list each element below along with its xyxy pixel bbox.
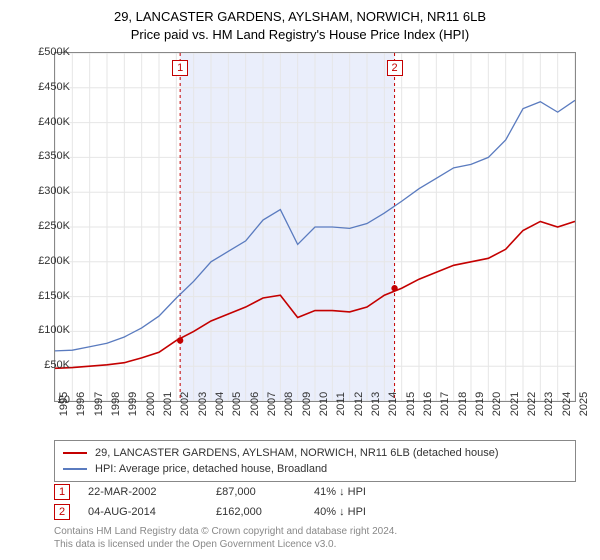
event-marker-2: 2 bbox=[54, 504, 70, 520]
event-price-2: £162,000 bbox=[216, 506, 296, 518]
x-tick-label: 2008 bbox=[283, 392, 295, 416]
y-tick-label: £250K bbox=[38, 220, 70, 232]
x-tick-label: 2003 bbox=[197, 392, 209, 416]
event-diff-1: 41% ↓ HPI bbox=[314, 486, 394, 498]
event-row-2: 2 04-AUG-2014 £162,000 40% ↓ HPI bbox=[54, 502, 576, 522]
y-tick-label: £50K bbox=[44, 359, 70, 371]
x-tick-label: 2022 bbox=[526, 392, 538, 416]
event-date-1: 22-MAR-2002 bbox=[88, 486, 198, 498]
x-tick-label: 1995 bbox=[58, 392, 70, 416]
event-table: 1 22-MAR-2002 £87,000 41% ↓ HPI 2 04-AUG… bbox=[54, 482, 576, 522]
x-tick-label: 1999 bbox=[127, 392, 139, 416]
x-tick-label: 2001 bbox=[162, 392, 174, 416]
x-tick-label: 2015 bbox=[405, 392, 417, 416]
legend-swatch-hpi bbox=[63, 468, 87, 470]
y-tick-label: £500K bbox=[38, 46, 70, 58]
x-tick-label: 2014 bbox=[387, 392, 399, 416]
x-tick-label: 2004 bbox=[214, 392, 226, 416]
legend-row-property: 29, LANCASTER GARDENS, AYLSHAM, NORWICH,… bbox=[63, 445, 567, 461]
x-tick-label: 2018 bbox=[457, 392, 469, 416]
x-tick-label: 2016 bbox=[422, 392, 434, 416]
x-tick-label: 2020 bbox=[491, 392, 503, 416]
legend-row-hpi: HPI: Average price, detached house, Broa… bbox=[63, 461, 567, 477]
x-tick-label: 2025 bbox=[578, 392, 590, 416]
x-tick-label: 2009 bbox=[301, 392, 313, 416]
y-tick-label: £150K bbox=[38, 290, 70, 302]
footer-line1: Contains HM Land Registry data © Crown c… bbox=[54, 526, 576, 539]
event-marker-1: 1 bbox=[54, 484, 70, 500]
title-address: 29, LANCASTER GARDENS, AYLSHAM, NORWICH,… bbox=[0, 8, 600, 26]
x-tick-label: 2012 bbox=[353, 392, 365, 416]
x-tick-label: 2006 bbox=[249, 392, 261, 416]
chart-container: 29, LANCASTER GARDENS, AYLSHAM, NORWICH,… bbox=[0, 0, 600, 560]
x-tick-label: 2007 bbox=[266, 392, 278, 416]
x-tick-label: 2023 bbox=[543, 392, 555, 416]
y-tick-label: £450K bbox=[38, 81, 70, 93]
x-tick-label: 1998 bbox=[110, 392, 122, 416]
x-tick-label: 2000 bbox=[145, 392, 157, 416]
event-diff-2: 40% ↓ HPI bbox=[314, 506, 394, 518]
x-tick-label: 2010 bbox=[318, 392, 330, 416]
legend-label-property: 29, LANCASTER GARDENS, AYLSHAM, NORWICH,… bbox=[95, 447, 498, 459]
x-tick-label: 2013 bbox=[370, 392, 382, 416]
y-tick-label: £350K bbox=[38, 150, 70, 162]
event-date-2: 04-AUG-2014 bbox=[88, 506, 198, 518]
x-tick-label: 2024 bbox=[561, 392, 573, 416]
y-tick-label: £200K bbox=[38, 255, 70, 267]
x-tick-label: 2021 bbox=[509, 392, 521, 416]
x-tick-label: 1996 bbox=[75, 392, 87, 416]
chart-plot-area bbox=[54, 52, 576, 402]
x-tick-label: 2005 bbox=[231, 392, 243, 416]
x-tick-label: 1997 bbox=[93, 392, 105, 416]
event-marker-box: 1 bbox=[172, 60, 188, 76]
chart-svg bbox=[55, 53, 575, 401]
title-block: 29, LANCASTER GARDENS, AYLSHAM, NORWICH,… bbox=[0, 0, 600, 43]
footer-attribution: Contains HM Land Registry data © Crown c… bbox=[54, 526, 576, 551]
legend-swatch-property bbox=[63, 452, 87, 454]
title-subtitle: Price paid vs. HM Land Registry's House … bbox=[0, 26, 600, 44]
x-tick-label: 2002 bbox=[179, 392, 191, 416]
x-tick-label: 2011 bbox=[335, 392, 347, 416]
footer-line2: This data is licensed under the Open Gov… bbox=[54, 539, 576, 552]
event-price-1: £87,000 bbox=[216, 486, 296, 498]
event-marker-box: 2 bbox=[387, 60, 403, 76]
event-row-1: 1 22-MAR-2002 £87,000 41% ↓ HPI bbox=[54, 482, 576, 502]
x-tick-label: 2019 bbox=[474, 392, 486, 416]
y-tick-label: £300K bbox=[38, 185, 70, 197]
legend: 29, LANCASTER GARDENS, AYLSHAM, NORWICH,… bbox=[54, 440, 576, 482]
y-tick-label: £100K bbox=[38, 324, 70, 336]
y-tick-label: £400K bbox=[38, 116, 70, 128]
legend-label-hpi: HPI: Average price, detached house, Broa… bbox=[95, 463, 327, 475]
x-tick-label: 2017 bbox=[439, 392, 451, 416]
